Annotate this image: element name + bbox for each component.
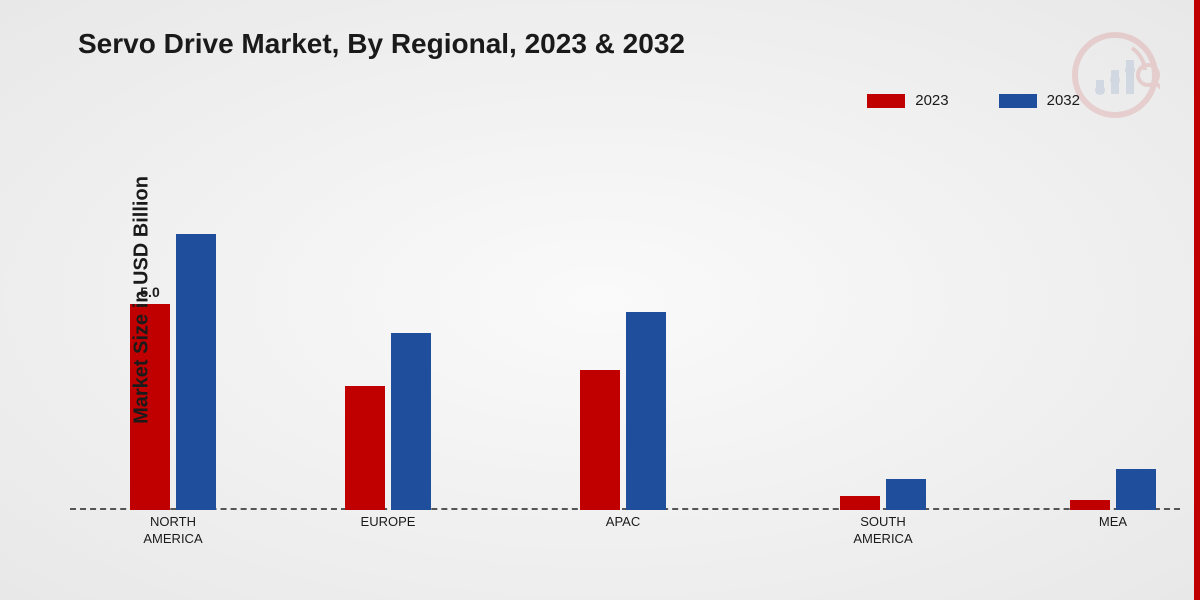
bar-group (1070, 469, 1156, 510)
bar (886, 479, 926, 510)
legend-label-2032: 2032 (1047, 92, 1080, 109)
category-label: NORTHAMERICA (143, 514, 202, 548)
bar (580, 370, 620, 510)
category-label: SOUTHAMERICA (853, 514, 912, 548)
bar (1116, 469, 1156, 510)
bar (391, 333, 431, 510)
bar (1070, 500, 1110, 510)
right-accent-border (1194, 0, 1200, 600)
y-axis-label: Market Size in USD Billion (130, 176, 153, 424)
bar-group (580, 312, 666, 510)
legend-label-2023: 2023 (915, 92, 948, 109)
legend-swatch-2023 (867, 94, 905, 108)
legend-item-2032: 2032 (999, 92, 1080, 109)
bar-group (345, 333, 431, 510)
bar-group (840, 479, 926, 510)
legend-item-2023: 2023 (867, 92, 948, 109)
category-label: EUROPE (361, 514, 416, 531)
category-labels: NORTHAMERICA EUROPE APAC SOUTHAMERICA MEA (70, 514, 1180, 554)
legend-swatch-2032 (999, 94, 1037, 108)
logo-watermark (1070, 30, 1160, 125)
legend: 2023 2032 (867, 92, 1080, 109)
bar (345, 386, 385, 510)
bar (176, 234, 216, 510)
plot-area: 5.0 (70, 180, 1180, 510)
chart-title: Servo Drive Market, By Regional, 2023 & … (78, 28, 685, 60)
bar (840, 496, 880, 510)
bar (626, 312, 666, 510)
category-label: APAC (606, 514, 640, 531)
category-label: MEA (1099, 514, 1127, 531)
